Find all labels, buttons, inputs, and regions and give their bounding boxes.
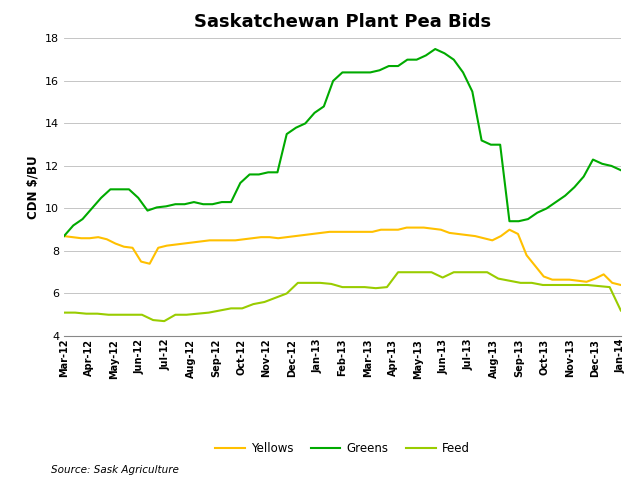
Yellows [403, 225, 410, 230]
Yellows [232, 238, 239, 243]
Text: Source: Sask Agriculture: Source: Sask Agriculture [51, 465, 179, 475]
Yellows [582, 279, 590, 285]
Feed [238, 305, 246, 311]
Line: Yellows: Yellows [64, 228, 621, 285]
Feed [250, 301, 257, 307]
Legend: Yellows, Greens, Feed: Yellows, Greens, Feed [211, 437, 474, 459]
Feed [194, 311, 202, 317]
Greens [60, 233, 68, 239]
Greens [431, 46, 439, 52]
Greens [172, 201, 179, 207]
Line: Feed: Feed [64, 272, 621, 321]
Yellows [506, 227, 513, 233]
Greens [394, 63, 402, 69]
Greens [357, 70, 365, 75]
Feed [617, 308, 625, 313]
Feed [483, 269, 491, 275]
Yellows [300, 232, 308, 238]
Feed [606, 284, 614, 290]
Line: Greens: Greens [64, 49, 621, 236]
Greens [552, 199, 559, 205]
Title: Saskatchewan Plant Pea Bids: Saskatchewan Plant Pea Bids [194, 13, 491, 31]
Feed [60, 310, 68, 315]
Greens [255, 171, 263, 177]
Greens [190, 199, 198, 205]
Feed [450, 269, 458, 275]
Feed [161, 318, 168, 324]
Feed [394, 269, 402, 275]
Yellows [103, 237, 111, 242]
Greens [617, 168, 625, 173]
Y-axis label: CDN $/BU: CDN $/BU [26, 156, 40, 219]
Yellows [60, 233, 68, 239]
Yellows [617, 282, 625, 288]
Yellows [197, 239, 205, 244]
